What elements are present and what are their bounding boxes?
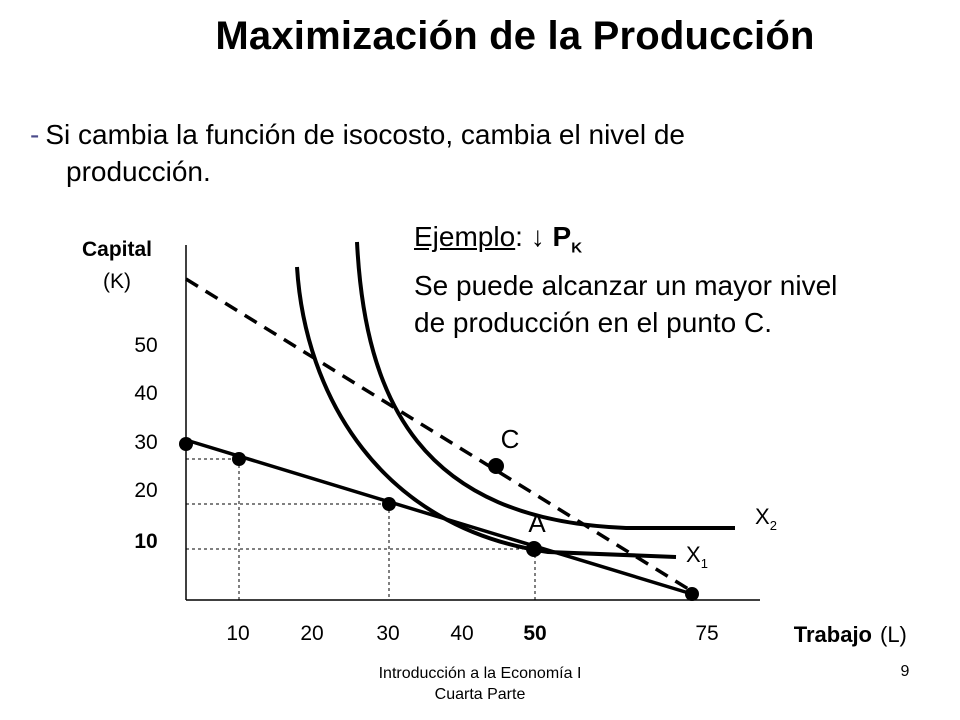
- example-line-2: Se puede alcanzar un mayor nivel: [414, 269, 838, 301]
- x-axis-label: Trabajo: [794, 622, 872, 647]
- bullet-line-1: Si cambia la función de isocosto, cambia…: [45, 119, 686, 150]
- price-subscript: K: [571, 239, 583, 257]
- isoquant-x2: [355, 241, 735, 530]
- x-axis-unit: (L): [880, 622, 907, 647]
- point-a: [526, 541, 542, 557]
- y-axis-label: Capital: [82, 238, 152, 261]
- x-tick-label: 10: [226, 622, 249, 645]
- footer-course: Introducción a la Economía I Cuarta Part…: [330, 663, 630, 705]
- price-symbol: P: [552, 221, 572, 252]
- y-tick-label: 40: [134, 382, 157, 405]
- data-point: [382, 497, 396, 511]
- x-axis-title: Trabajo: [794, 622, 872, 647]
- point-a-label: A: [528, 508, 546, 538]
- bullet-text: - Si cambia la función de isocosto, cambi…: [30, 116, 910, 190]
- data-point: [232, 452, 246, 466]
- x-tick-label: 50: [523, 622, 546, 645]
- price-of-capital: PK: [552, 221, 583, 257]
- y-tick-label: 20: [134, 479, 157, 502]
- y-tick-label: 30: [134, 431, 157, 454]
- bullet-dash: -: [30, 119, 40, 150]
- footer-course-line-2: Cuarta Parte: [434, 686, 526, 703]
- point-c: [488, 458, 504, 474]
- isoquant-x1-name: X: [686, 542, 701, 567]
- down-arrow-icon: ↓: [530, 221, 545, 252]
- footer-course-line-1: Introducción a la Economía I: [378, 665, 582, 682]
- example-word: Ejemplo: [414, 221, 516, 252]
- x-tick-label: 30: [376, 622, 399, 645]
- example-box: Ejemplo: ↓ PK Se puede alcanzar un mayor…: [414, 218, 934, 341]
- example-line-3: de producción en el punto C.: [414, 306, 773, 338]
- example-heading: Ejemplo: ↓ PK: [414, 218, 934, 267]
- bullet-line-2: producción.: [66, 156, 211, 187]
- y-tick-label: 10: [134, 530, 157, 553]
- point-c-label: C: [501, 424, 520, 454]
- y-axis-unit: (K): [103, 270, 131, 293]
- isoquant-x2-name: X: [755, 504, 770, 529]
- isoquant-x2-label: X2: [755, 504, 777, 533]
- isoquant-x1: [295, 266, 677, 559]
- x-tick-label: 75: [695, 622, 718, 645]
- y-tick-label: 50: [134, 334, 157, 357]
- slide-title: Maximización de la Producción: [215, 14, 815, 58]
- isoquant-x2-sub: 2: [770, 518, 777, 533]
- x-tick-label: 40: [450, 622, 473, 645]
- isocost-new-line: [185, 277, 691, 592]
- data-point: [685, 587, 699, 601]
- x-tick-label: 20: [300, 622, 323, 645]
- example-colon: :: [515, 221, 523, 252]
- data-point: [179, 437, 193, 451]
- isoquant-x1-label: X1: [686, 542, 708, 571]
- isocost-original-line: [185, 438, 693, 596]
- page-number: 9: [900, 663, 910, 680]
- isoquant-x1-sub: 1: [701, 556, 708, 571]
